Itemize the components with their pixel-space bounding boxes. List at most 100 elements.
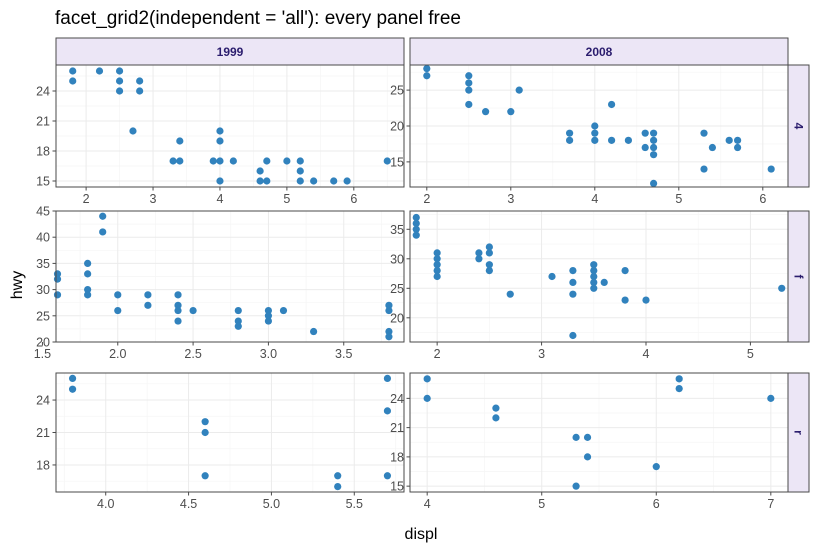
row-strip-label: r — [792, 430, 806, 435]
data-point — [492, 404, 500, 412]
data-point — [296, 167, 304, 175]
data-point — [590, 272, 598, 281]
x-tick-label: 4.0 — [97, 497, 114, 511]
data-point — [600, 278, 608, 287]
data-point — [310, 327, 318, 336]
data-point — [734, 143, 742, 152]
data-point — [650, 179, 658, 188]
data-point — [264, 312, 273, 320]
data-point — [675, 385, 683, 393]
data-point — [99, 212, 107, 220]
y-tick-label: 40 — [36, 231, 50, 245]
data-point — [465, 79, 473, 87]
data-point — [114, 291, 122, 299]
data-point — [115, 67, 124, 75]
data-point — [590, 284, 598, 292]
data-point — [296, 157, 304, 165]
data-point — [174, 317, 182, 325]
data-point — [465, 72, 473, 80]
data-point — [69, 77, 77, 85]
data-point — [572, 433, 580, 441]
y-tick-label: 21 — [36, 115, 50, 129]
data-point — [767, 394, 775, 402]
y-tick-label: 25 — [36, 309, 50, 323]
data-point — [68, 374, 77, 383]
y-tick-label: 18 — [36, 145, 50, 159]
data-point — [144, 291, 152, 299]
data-point — [641, 129, 649, 137]
data-point — [201, 428, 209, 437]
y-tick-label: 24 — [36, 394, 50, 408]
panel-4-1999: 2 3 4 5 6 15 18 21 24 — [36, 64, 405, 206]
x-tick-label: 3 — [507, 192, 514, 206]
data-point — [485, 261, 493, 269]
data-point — [216, 137, 224, 145]
y-tick-label: 25 — [390, 84, 404, 98]
data-point — [136, 87, 144, 95]
data-point — [114, 306, 122, 315]
y-tick-label: 45 — [36, 205, 50, 219]
data-point — [216, 157, 224, 165]
col-strip-2008: 2008 — [409, 37, 789, 66]
data-point — [264, 317, 273, 325]
data-point — [566, 129, 574, 137]
data-point — [485, 243, 493, 251]
x-tick-label: 2 — [434, 347, 441, 361]
data-point — [383, 407, 392, 415]
x-tick-label: 6 — [653, 497, 660, 511]
data-point — [53, 275, 62, 283]
data-point — [641, 143, 649, 152]
col-strip-1999: 1999 — [55, 37, 405, 66]
data-point — [115, 77, 124, 85]
x-tick-label: 6 — [350, 192, 357, 206]
data-point — [485, 249, 493, 257]
data-point — [229, 157, 237, 165]
row-strip-r: r — [787, 372, 810, 493]
data-point — [216, 127, 224, 135]
data-point — [433, 255, 441, 263]
data-point — [548, 272, 556, 281]
y-axis-title: hwy — [9, 271, 26, 299]
data-point — [515, 86, 523, 94]
data-point — [423, 72, 431, 80]
data-point — [591, 129, 599, 137]
row-strip-label: f — [792, 275, 806, 280]
data-point — [385, 306, 393, 315]
data-point — [506, 290, 514, 298]
data-point — [383, 472, 392, 480]
y-tick-label: 15 — [36, 175, 50, 189]
x-tick-label: 5 — [538, 497, 545, 511]
data-point — [767, 165, 775, 173]
data-point — [433, 266, 441, 275]
data-point — [566, 136, 574, 144]
data-point — [234, 306, 242, 315]
data-point — [569, 278, 577, 287]
data-point — [383, 157, 391, 165]
panel-border — [409, 210, 789, 343]
data-point — [412, 219, 420, 227]
panel-border — [55, 372, 405, 493]
y-tick-label: 15 — [390, 480, 404, 494]
data-point — [475, 249, 483, 257]
data-point — [174, 301, 182, 309]
row-strip-f: f — [787, 210, 810, 343]
y-tick-label: 21 — [390, 421, 404, 435]
y-tick-label: 24 — [390, 392, 404, 406]
data-point — [485, 266, 493, 275]
y-tick-label: 30 — [36, 283, 50, 297]
data-point — [169, 157, 177, 165]
data-point — [621, 266, 629, 275]
data-point — [734, 136, 742, 144]
data-point — [189, 306, 197, 315]
data-point — [234, 322, 242, 330]
y-tick-label: 25 — [390, 282, 404, 296]
data-point — [334, 472, 342, 480]
data-point — [84, 259, 92, 267]
data-point — [642, 296, 650, 304]
data-point — [591, 122, 599, 130]
data-point — [263, 177, 271, 185]
panel-border — [409, 372, 789, 493]
data-point — [68, 385, 77, 393]
data-point — [621, 296, 629, 304]
data-point — [465, 86, 473, 94]
